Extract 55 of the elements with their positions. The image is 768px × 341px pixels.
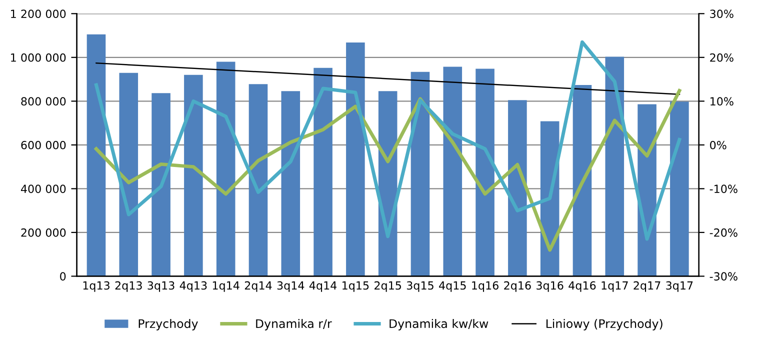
x-tick-label: 4q14: [309, 281, 337, 292]
x-tick-label: 2q16: [504, 281, 531, 292]
x-tick-label: 1q16: [472, 281, 498, 292]
x-tick-label: 1q13: [83, 281, 110, 292]
x-tick-label: 3q13: [148, 281, 174, 292]
bar: [281, 91, 300, 276]
legend-label: Dynamika r/r: [256, 318, 332, 330]
y-tick-label: 1 200 000: [11, 10, 66, 18]
y2-tick-label: -20%: [710, 228, 738, 237]
x-tick-label: 2q13: [115, 281, 142, 292]
line-series: [94, 88, 682, 252]
x-tick-label: 3q16: [536, 281, 564, 292]
bar: [346, 42, 365, 276]
bar: [314, 68, 332, 276]
y-tick-label: 0: [60, 272, 66, 281]
x-tick-label: 1q17: [602, 281, 628, 292]
bar: [152, 93, 170, 276]
x-tick-label: 1q15: [342, 281, 369, 292]
y2-tick-label: -10%: [710, 184, 738, 194]
y2-tick-label: 30%: [710, 10, 734, 18]
y-tick-label: 600 000: [21, 140, 66, 150]
y2-tick-label: 10%: [710, 97, 734, 106]
legend-label: Przychody: [138, 318, 198, 330]
bar: [572, 84, 592, 276]
x-tick-label: 4q13: [180, 281, 207, 292]
x-tick-label: 4q15: [439, 281, 466, 292]
y2-tick-label: 20%: [710, 53, 734, 62]
y2-tick-label: 0%: [710, 140, 726, 150]
bar: [508, 100, 527, 276]
x-tick-label: 3q14: [277, 281, 304, 292]
y-tick-label: 200 000: [21, 228, 66, 237]
x-tick-label: 2q17: [634, 281, 660, 292]
legend-label: Liniowy (Przychody): [546, 318, 662, 330]
bar: [119, 72, 138, 276]
bar: [216, 62, 236, 276]
x-tick-label: 2q14: [244, 281, 272, 292]
bar: [248, 84, 268, 276]
y-tick-label: 1 000 000: [11, 53, 66, 62]
bar: [443, 66, 462, 276]
bar: [605, 56, 624, 276]
bar: [410, 72, 430, 276]
y2-tick-label: -30%: [710, 272, 738, 281]
line-series: [94, 40, 682, 241]
legend-label: Dynamika kw/kw: [390, 318, 488, 330]
bar: [184, 74, 203, 276]
x-tick-label: 4q16: [568, 281, 596, 292]
x-tick-label: 1q14: [212, 281, 240, 292]
x-tick-label: 2q15: [374, 281, 401, 292]
y-tick-label: 800 000: [21, 97, 66, 106]
x-tick-label: 3q17: [666, 281, 693, 292]
y-tick-label: 400 000: [20, 184, 66, 194]
bar: [476, 68, 494, 276]
bar: [670, 102, 689, 276]
bar: [86, 34, 106, 276]
x-tick-label: 3q15: [406, 281, 434, 292]
